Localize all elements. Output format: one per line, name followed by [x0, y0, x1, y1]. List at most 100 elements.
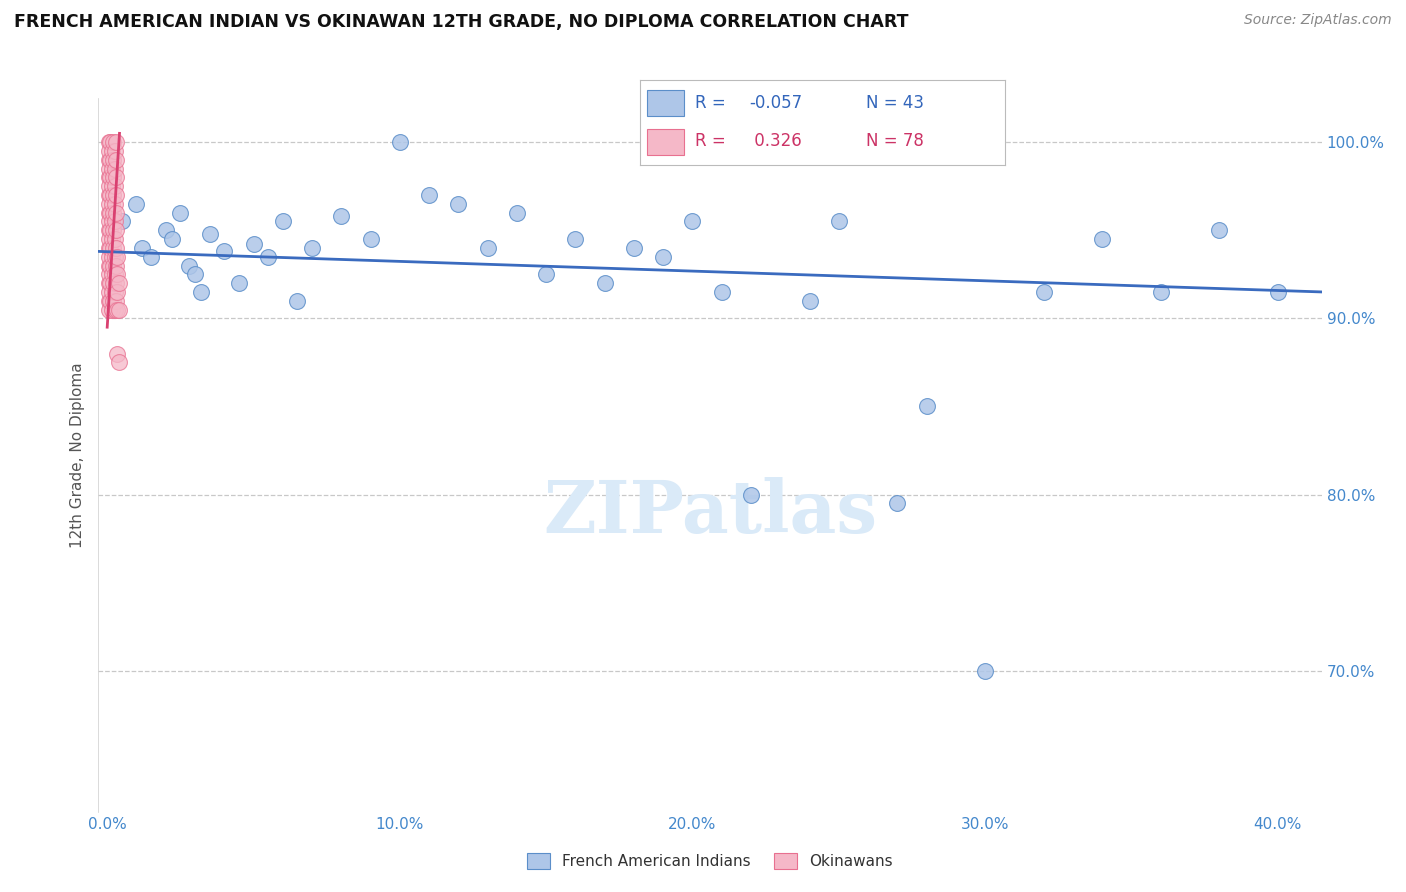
Point [100, 232, 122, 246]
Point [100, 144, 122, 158]
Point [1267, 285, 1289, 299]
Point [111, 214, 134, 228]
Point [104, 153, 127, 167]
Point [97, 179, 120, 194]
Point [97, 188, 120, 202]
Point [271, 214, 294, 228]
Point [103, 302, 125, 317]
Y-axis label: 12th Grade, No Diploma: 12th Grade, No Diploma [69, 362, 84, 548]
Text: 0.326: 0.326 [749, 132, 803, 150]
Point [101, 259, 124, 273]
Point [828, 214, 851, 228]
Text: R =: R = [695, 132, 725, 150]
Bar [647, 90, 683, 116]
Point [97, 214, 120, 228]
Point [101, 293, 124, 308]
Point [98, 188, 121, 202]
Point [287, 293, 309, 308]
Point [388, 135, 411, 149]
Point [104, 293, 127, 308]
Point [190, 285, 212, 299]
Point [228, 276, 250, 290]
Point [131, 241, 153, 255]
Point [107, 268, 129, 282]
Point [242, 237, 264, 252]
Legend: French American Indians, Okinawans: French American Indians, Okinawans [522, 847, 898, 875]
Point [97, 205, 120, 219]
Point [155, 223, 177, 237]
Point [915, 400, 938, 414]
Point [100, 214, 122, 228]
Point [98, 205, 121, 219]
Point [101, 153, 124, 167]
Point [97, 241, 120, 255]
Point [103, 179, 125, 194]
Point [100, 285, 122, 299]
Point [97, 250, 120, 264]
Point [103, 268, 125, 282]
Point [139, 250, 162, 264]
Point [104, 259, 127, 273]
Text: Source: ZipAtlas.com: Source: ZipAtlas.com [1244, 13, 1392, 28]
Point [98, 153, 121, 167]
Point [98, 276, 121, 290]
Point [974, 664, 997, 678]
Point [97, 232, 120, 246]
Point [104, 205, 127, 219]
Point [886, 496, 908, 510]
Point [107, 250, 129, 264]
Point [198, 227, 221, 241]
Point [506, 205, 529, 219]
Point [97, 161, 120, 176]
Point [97, 259, 120, 273]
Point [103, 285, 125, 299]
Point [101, 135, 124, 149]
Point [104, 276, 127, 290]
Point [564, 232, 586, 246]
Point [97, 135, 120, 149]
Point [103, 214, 125, 228]
Point [107, 302, 129, 317]
Point [104, 170, 127, 185]
Point [103, 144, 125, 158]
Point [101, 205, 124, 219]
Point [184, 268, 207, 282]
Point [97, 285, 120, 299]
Point [740, 487, 762, 501]
Text: ZIPatlas: ZIPatlas [543, 476, 877, 548]
Point [104, 135, 127, 149]
Point [98, 241, 121, 255]
Text: FRENCH AMERICAN INDIAN VS OKINAWAN 12TH GRADE, NO DIPLOMA CORRELATION CHART: FRENCH AMERICAN INDIAN VS OKINAWAN 12TH … [14, 13, 908, 31]
Point [169, 205, 191, 219]
Point [100, 302, 122, 317]
Point [97, 268, 120, 282]
Text: -0.057: -0.057 [749, 95, 803, 112]
Point [97, 197, 120, 211]
Point [108, 355, 131, 369]
Point [104, 188, 127, 202]
Point [477, 241, 499, 255]
Point [107, 346, 129, 360]
Point [97, 153, 120, 167]
Point [98, 223, 121, 237]
Point [100, 268, 122, 282]
Point [98, 293, 121, 308]
Point [652, 250, 675, 264]
Point [108, 302, 131, 317]
Point [101, 223, 124, 237]
Point [593, 276, 616, 290]
Point [100, 197, 122, 211]
Point [97, 302, 120, 317]
Point [97, 276, 120, 290]
Point [97, 144, 120, 158]
Point [330, 209, 353, 223]
Text: R =: R = [695, 95, 725, 112]
Point [101, 241, 124, 255]
Point [103, 161, 125, 176]
Point [97, 293, 120, 308]
Point [108, 276, 131, 290]
Point [179, 259, 201, 273]
Point [101, 188, 124, 202]
Point [103, 197, 125, 211]
Point [257, 250, 280, 264]
